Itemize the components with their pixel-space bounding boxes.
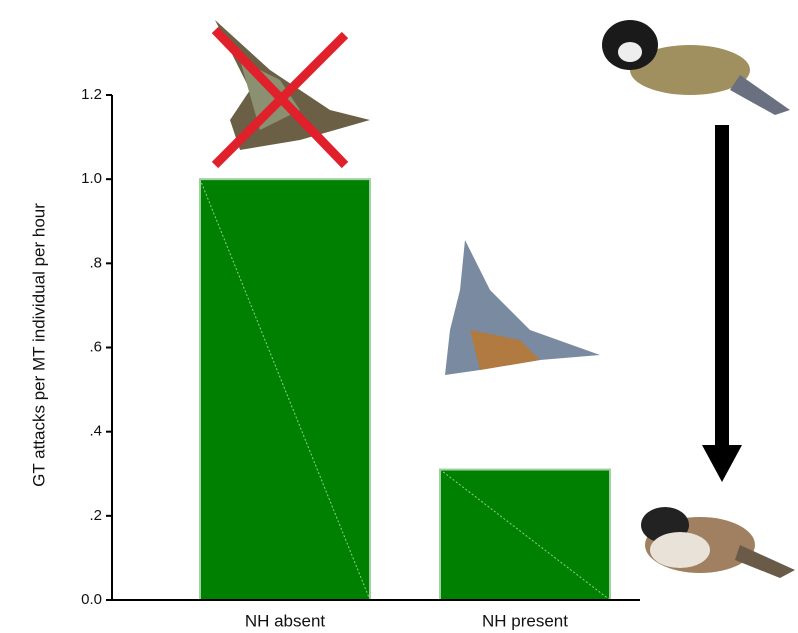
y-tick-label: 1.2 [81,86,102,103]
y-tick-label: .4 [89,423,102,440]
arrow [702,125,742,482]
y-tick-label: .6 [89,338,102,355]
x-tick-label: NH present [482,611,568,630]
x-tick-label: NH absent [245,611,326,630]
bird-nuthatch [445,240,600,375]
y-tick-label: .2 [89,507,102,524]
bird-great-tit [602,20,790,115]
bird-marsh-tit [641,507,795,578]
y-axis-label: GT attacks per MT individual per hour [29,203,48,487]
bar [439,468,611,601]
y-tick-label: 0.0 [81,591,102,608]
bird-crossed [211,20,370,169]
bar [199,178,371,602]
y-tick-label: .8 [89,254,102,271]
y-tick-label: 1.0 [81,170,102,187]
